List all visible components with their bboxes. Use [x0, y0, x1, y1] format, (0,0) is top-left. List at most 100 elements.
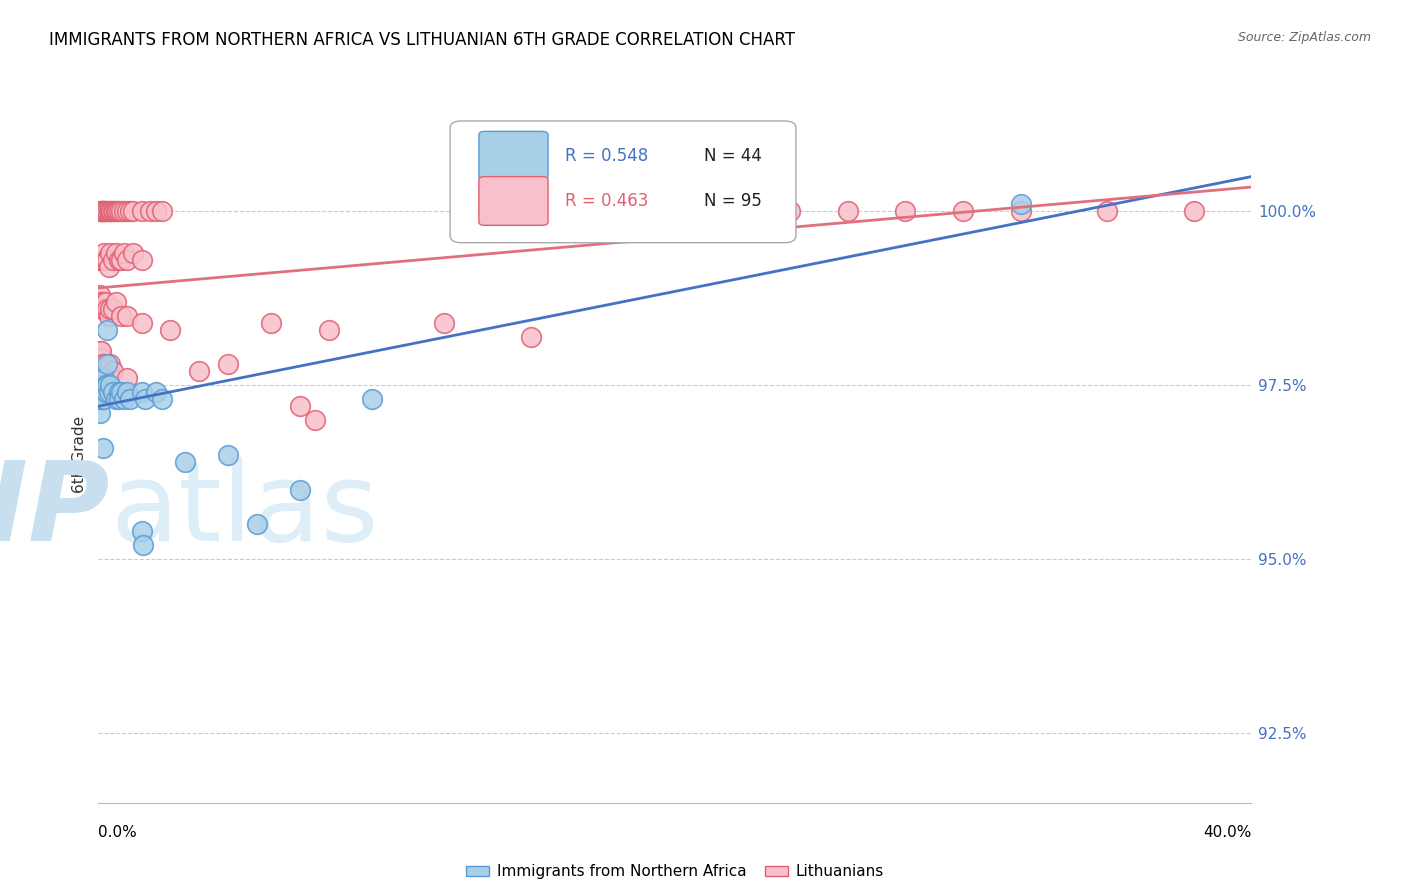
Text: Source: ZipAtlas.com: Source: ZipAtlas.com [1237, 31, 1371, 45]
Text: N = 95: N = 95 [704, 192, 762, 210]
Point [90, 301, 112, 316]
Point [94, 294, 117, 309]
Point [721, 204, 744, 219]
Point [91, 294, 114, 309]
Point [89, 204, 111, 219]
Point [664, 204, 686, 219]
Point [131, 385, 153, 400]
Point [89, 406, 111, 420]
Point [318, 323, 340, 337]
Point [952, 204, 974, 219]
Point [94, 378, 117, 392]
Point [90, 378, 112, 392]
Point [91, 441, 114, 455]
Point [110, 385, 132, 400]
Point [93, 301, 115, 316]
Point [94, 253, 117, 268]
Point [90, 378, 112, 392]
Point [90, 343, 112, 358]
Point [93, 378, 115, 392]
Point [117, 309, 139, 323]
Point [117, 371, 139, 385]
Point [107, 204, 129, 219]
Point [98, 246, 121, 260]
Point [94, 385, 117, 400]
Text: IMMIGRANTS FROM NORTHERN AFRICA VS LITHUANIAN 6TH GRADE CORRELATION CHART: IMMIGRANTS FROM NORTHERN AFRICA VS LITHU… [49, 31, 796, 49]
Point [89, 378, 111, 392]
Point [101, 204, 124, 219]
Point [145, 204, 167, 219]
Point [1182, 204, 1205, 219]
Point [104, 204, 127, 219]
Point [122, 204, 145, 219]
Point [132, 538, 155, 552]
Point [89, 288, 111, 302]
Point [90, 385, 112, 400]
Text: atlas: atlas [111, 457, 380, 564]
Point [94, 204, 117, 219]
Point [101, 385, 124, 400]
Text: ZIP: ZIP [0, 457, 111, 564]
Point [96, 204, 118, 219]
Point [139, 204, 162, 219]
Legend: Immigrants from Northern Africa, Lithuanians: Immigrants from Northern Africa, Lithuan… [460, 858, 890, 886]
Point [117, 204, 139, 219]
Point [217, 358, 239, 372]
Point [104, 246, 127, 260]
Point [520, 329, 543, 343]
Text: N = 44: N = 44 [704, 147, 762, 165]
Point [110, 309, 132, 323]
Point [174, 455, 197, 469]
Point [97, 204, 120, 219]
FancyBboxPatch shape [450, 121, 796, 243]
Point [304, 413, 326, 427]
Point [89, 392, 111, 407]
Point [98, 358, 121, 372]
Point [90, 392, 112, 407]
Point [96, 323, 118, 337]
Point [97, 260, 120, 274]
Point [90, 204, 112, 219]
Point [104, 294, 127, 309]
Point [90, 253, 112, 268]
Point [1010, 204, 1032, 219]
Point [361, 392, 384, 407]
Point [117, 253, 139, 268]
Point [96, 378, 118, 392]
Point [104, 392, 127, 407]
Point [90, 204, 112, 219]
Point [1097, 204, 1119, 219]
Point [91, 358, 114, 372]
Text: 0.0%: 0.0% [98, 825, 138, 840]
Point [150, 392, 173, 407]
Point [120, 204, 142, 219]
Text: R = 0.463: R = 0.463 [565, 192, 648, 210]
FancyBboxPatch shape [479, 131, 548, 180]
Point [101, 253, 124, 268]
Point [112, 392, 135, 407]
Point [101, 364, 124, 378]
Point [112, 204, 135, 219]
Point [122, 246, 145, 260]
FancyBboxPatch shape [479, 177, 548, 226]
Point [93, 385, 115, 400]
Point [93, 392, 115, 407]
Point [246, 517, 269, 532]
Point [779, 204, 801, 219]
Point [131, 204, 153, 219]
Point [150, 204, 173, 219]
Point [606, 204, 628, 219]
Point [290, 399, 312, 413]
Point [894, 204, 917, 219]
Point [110, 204, 132, 219]
Point [117, 385, 139, 400]
Point [89, 253, 111, 268]
Point [131, 316, 153, 330]
Point [290, 483, 312, 497]
Point [91, 253, 114, 268]
Point [107, 385, 129, 400]
Point [105, 204, 128, 219]
Point [188, 364, 211, 378]
Point [91, 385, 114, 400]
Point [93, 246, 115, 260]
